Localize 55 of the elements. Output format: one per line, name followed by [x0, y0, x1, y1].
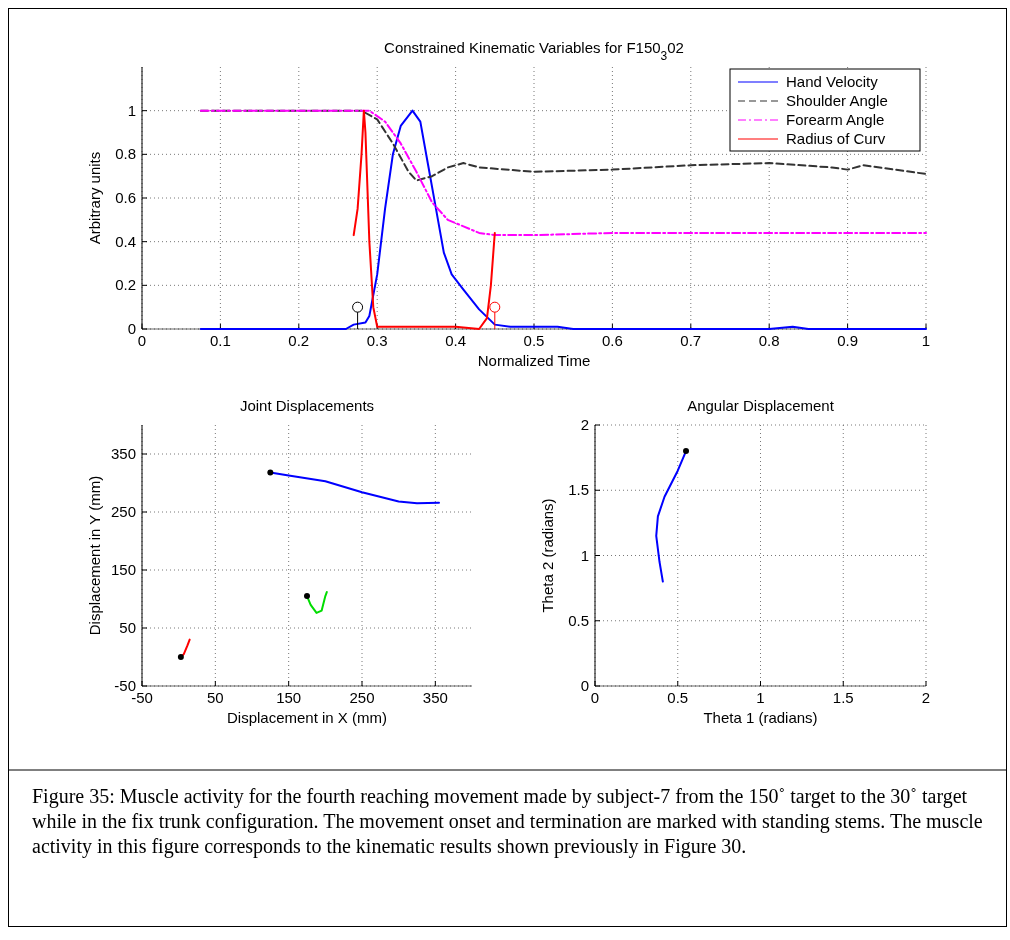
- y-tick-label: 0: [127, 320, 136, 337]
- y-tick-label: 0.2: [115, 276, 136, 294]
- x-tick-label: 0.4: [445, 332, 467, 349]
- y-tick-label: 0.5: [568, 611, 589, 629]
- legend-label: Radius of Curv: [786, 130, 886, 147]
- y-tick-label: 350: [110, 445, 136, 462]
- point: [304, 593, 310, 600]
- x-tick-label: 350: [422, 689, 448, 706]
- y-tick-label: 1.5: [568, 481, 589, 499]
- x-tick-label: 0.5: [523, 332, 545, 349]
- x-tick-label: 0.7: [680, 332, 702, 349]
- x-tick-label: 250: [349, 689, 375, 706]
- y-tick-label: 0.8: [115, 145, 136, 163]
- line-series: [199, 109, 927, 237]
- x-tick-label: 0.6: [601, 332, 623, 349]
- line-series: [199, 109, 927, 330]
- line-series: [352, 109, 496, 330]
- x-tick-label: 0.1: [209, 332, 231, 349]
- x-tick-label: 0.9: [837, 332, 859, 349]
- y-axis-title: Displacement in Y (mm): [86, 475, 103, 636]
- x-tick-label: 1: [756, 689, 765, 706]
- x-axis-title: Normalized Time: [477, 352, 591, 369]
- legend-label: Forearm Angle: [786, 111, 885, 128]
- y-tick-label: 0: [580, 677, 589, 694]
- chart-title: Joint Displacements: [239, 397, 375, 414]
- chart-title: Angular Displacement: [687, 397, 835, 414]
- y-tick-label: 0.4: [115, 232, 136, 250]
- y-tick-label: 1: [127, 101, 136, 119]
- y-tick-label: -50: [114, 677, 136, 694]
- y-tick-label: 150: [110, 561, 136, 578]
- y-tick-label: 50: [119, 619, 136, 636]
- chart-title: Constrained Kinematic Variables for F150$_{3}$02: [384, 39, 684, 63]
- point: [177, 654, 184, 660]
- x-tick-label: 0.2: [288, 332, 310, 349]
- line-series: [306, 591, 328, 614]
- x-tick-label: 1: [921, 332, 931, 349]
- y-tick-label: 1: [580, 546, 589, 564]
- point: [267, 469, 274, 476]
- y-axis-title: Theta 2 (radians): [539, 498, 556, 613]
- x-tick-label: 0.5: [667, 689, 689, 706]
- x-tick-label: 50: [206, 689, 224, 706]
- x-axis-title: Displacement in X (mm): [226, 709, 388, 726]
- y-tick-label: 0.6: [115, 189, 136, 206]
- legend-label: Shoulder Angle: [786, 92, 888, 109]
- legend-label: Hand Velocity: [786, 73, 879, 90]
- x-tick-label: 1.5: [832, 689, 854, 706]
- caption: Figure 35: Muscle activity for the fourth reaching movement made by subject-7 from the 150˚ target to the 30˚ target while in the fix trunk configuration. The movement onset and termination are marked with standing stems. The muscle activity in this figure corresponds to the kinematic results shown previously in Figure 30.: [32, 785, 983, 858]
- y-tick-label: 2: [580, 416, 589, 433]
- x-axis-title: Theta 1 (radians): [703, 709, 818, 726]
- x-tick-label: 150: [276, 689, 302, 706]
- x-tick-label: 0.3: [366, 332, 388, 349]
- y-tick-label: 250: [110, 503, 136, 520]
- x-tick-label: 0.8: [758, 332, 780, 349]
- x-tick-label: 2: [921, 689, 931, 706]
- y-axis-title: Arbitrary units: [86, 151, 103, 245]
